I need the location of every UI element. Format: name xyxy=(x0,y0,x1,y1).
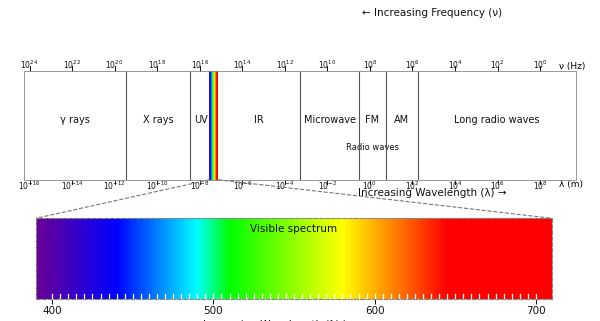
Text: $10^{0}$: $10^{0}$ xyxy=(533,58,548,71)
Text: Visible spectrum: Visible spectrum xyxy=(250,224,338,234)
Text: ν (Hz): ν (Hz) xyxy=(559,62,586,71)
Text: $10^{-12}$: $10^{-12}$ xyxy=(103,180,126,192)
Text: $10^{-4}$: $10^{-4}$ xyxy=(275,180,295,192)
Text: $10^{2}$: $10^{2}$ xyxy=(490,58,505,71)
Text: $10^{22}$: $10^{22}$ xyxy=(63,58,81,71)
Text: Microwave: Microwave xyxy=(304,115,356,125)
Text: AM: AM xyxy=(394,115,409,125)
X-axis label: Increasing Wavelength (λ) in nm →: Increasing Wavelength (λ) in nm → xyxy=(203,320,385,321)
Text: $10^{4}$: $10^{4}$ xyxy=(448,58,463,71)
Text: $10^{-10}$: $10^{-10}$ xyxy=(146,180,169,192)
Text: $10^{2}$: $10^{2}$ xyxy=(405,180,420,192)
Text: $10^{-8}$: $10^{-8}$ xyxy=(190,180,209,192)
Text: $10^{-14}$: $10^{-14}$ xyxy=(61,180,83,192)
Text: $10^{-16}$: $10^{-16}$ xyxy=(18,180,41,192)
Text: FM: FM xyxy=(365,115,379,125)
Text: $10^{8}$: $10^{8}$ xyxy=(533,180,548,192)
Text: $10^{6}$: $10^{6}$ xyxy=(405,58,420,71)
Text: $10^{14}$: $10^{14}$ xyxy=(233,58,251,71)
Text: $10^{-6}$: $10^{-6}$ xyxy=(233,180,252,192)
Text: γ rays: γ rays xyxy=(60,115,90,125)
Text: $10^{-2}$: $10^{-2}$ xyxy=(318,180,337,192)
Text: Radio waves: Radio waves xyxy=(346,143,399,152)
Text: X rays: X rays xyxy=(143,115,173,125)
Text: $10^{10}$: $10^{10}$ xyxy=(318,58,337,71)
Text: IR: IR xyxy=(254,115,264,125)
Text: $10^{18}$: $10^{18}$ xyxy=(148,58,166,71)
Text: $10^{12}$: $10^{12}$ xyxy=(276,58,294,71)
Text: λ (m): λ (m) xyxy=(559,180,583,189)
Text: $10^{24}$: $10^{24}$ xyxy=(20,58,38,71)
Text: UV: UV xyxy=(194,115,208,125)
Text: Long radio waves: Long radio waves xyxy=(454,115,539,125)
Text: $10^{4}$: $10^{4}$ xyxy=(448,180,463,192)
Text: $10^{6}$: $10^{6}$ xyxy=(490,180,505,192)
Text: $10^{8}$: $10^{8}$ xyxy=(362,58,377,71)
Text: ← Increasing Frequency (ν): ← Increasing Frequency (ν) xyxy=(362,8,502,18)
Text: Increasing Wavelength (λ) →: Increasing Wavelength (λ) → xyxy=(358,188,506,198)
Text: $10^{16}$: $10^{16}$ xyxy=(191,58,209,71)
Text: $10^{20}$: $10^{20}$ xyxy=(106,58,124,71)
Text: $10^{0}$: $10^{0}$ xyxy=(362,180,377,192)
